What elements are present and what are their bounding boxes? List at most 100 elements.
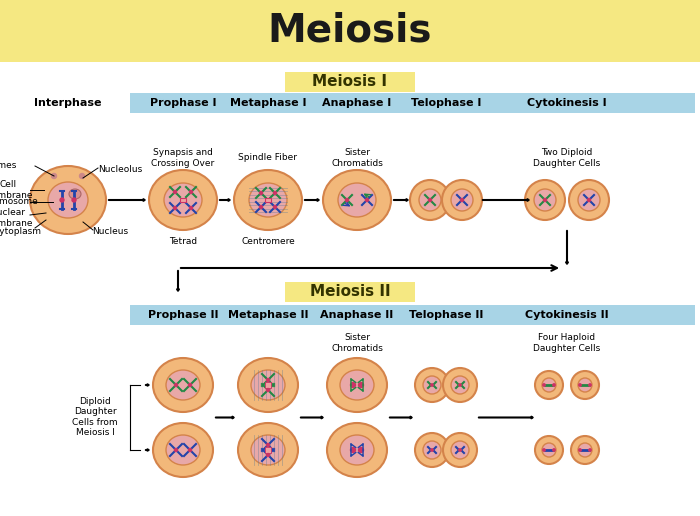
Ellipse shape <box>442 180 482 220</box>
Text: Telophase I: Telophase I <box>411 98 481 108</box>
Circle shape <box>553 384 555 386</box>
Ellipse shape <box>327 423 387 477</box>
Circle shape <box>72 198 76 202</box>
Ellipse shape <box>451 441 469 459</box>
Circle shape <box>461 199 463 202</box>
Bar <box>265 382 271 388</box>
Circle shape <box>430 449 433 451</box>
Circle shape <box>589 449 591 451</box>
Text: Meiosis I: Meiosis I <box>312 74 388 89</box>
Ellipse shape <box>535 371 563 399</box>
Ellipse shape <box>251 435 285 465</box>
Ellipse shape <box>419 189 441 211</box>
Ellipse shape <box>415 368 449 402</box>
Circle shape <box>260 191 262 195</box>
Circle shape <box>260 205 262 208</box>
Ellipse shape <box>166 370 200 400</box>
Ellipse shape <box>164 183 202 217</box>
Circle shape <box>190 190 193 194</box>
Ellipse shape <box>166 435 200 465</box>
Ellipse shape <box>30 166 106 234</box>
Ellipse shape <box>338 183 376 217</box>
Ellipse shape <box>578 378 592 392</box>
Text: Spindle Fiber: Spindle Fiber <box>239 153 298 163</box>
Circle shape <box>458 449 461 451</box>
Ellipse shape <box>149 170 217 230</box>
Text: Anaphase I: Anaphase I <box>323 98 391 108</box>
Bar <box>130 305 695 325</box>
Circle shape <box>542 449 545 451</box>
Text: Telophase II: Telophase II <box>409 310 483 320</box>
Ellipse shape <box>443 368 477 402</box>
Bar <box>265 447 271 453</box>
Bar <box>285 72 415 92</box>
Ellipse shape <box>327 358 387 412</box>
Circle shape <box>553 449 555 451</box>
Ellipse shape <box>48 182 88 218</box>
Circle shape <box>190 206 193 209</box>
Circle shape <box>174 206 176 209</box>
Text: Cytokinesis I: Cytokinesis I <box>527 98 607 108</box>
Text: Nuclear
Membrane: Nuclear Membrane <box>0 208 32 228</box>
Ellipse shape <box>542 378 556 392</box>
Ellipse shape <box>451 376 469 394</box>
Text: Anaphase II: Anaphase II <box>321 310 393 320</box>
Circle shape <box>430 384 433 386</box>
Circle shape <box>274 191 276 195</box>
Text: Meiosis: Meiosis <box>267 12 433 50</box>
Bar <box>0 0 700 62</box>
Circle shape <box>174 383 178 386</box>
Ellipse shape <box>535 436 563 464</box>
Ellipse shape <box>251 370 285 400</box>
Circle shape <box>351 447 356 453</box>
Circle shape <box>579 449 581 451</box>
Circle shape <box>174 190 176 194</box>
Circle shape <box>80 173 85 179</box>
Text: Nucleolus: Nucleolus <box>98 166 142 174</box>
Ellipse shape <box>69 189 81 199</box>
Ellipse shape <box>534 189 556 211</box>
Circle shape <box>587 199 591 202</box>
Ellipse shape <box>415 433 449 467</box>
Ellipse shape <box>153 423 213 477</box>
Ellipse shape <box>234 170 302 230</box>
Text: Centrosomes: Centrosomes <box>0 162 17 170</box>
Ellipse shape <box>340 435 374 465</box>
Ellipse shape <box>569 180 609 220</box>
Text: Nucleus: Nucleus <box>92 228 128 236</box>
Text: Interphase: Interphase <box>34 98 102 108</box>
Ellipse shape <box>451 189 473 211</box>
Ellipse shape <box>571 436 599 464</box>
Text: Prophase II: Prophase II <box>148 310 218 320</box>
Ellipse shape <box>410 180 450 220</box>
Bar <box>180 198 186 202</box>
Circle shape <box>428 199 431 202</box>
Circle shape <box>267 379 270 381</box>
Text: Diploid
Daughter
Cells from
Meiosis I: Diploid Daughter Cells from Meiosis I <box>72 397 118 437</box>
Text: Tetrad: Tetrad <box>169 237 197 247</box>
Text: Sister
Chromatids: Sister Chromatids <box>331 148 383 168</box>
Text: Cytoplasm: Cytoplasm <box>0 228 42 236</box>
Ellipse shape <box>578 443 592 457</box>
Text: Sister
Chromatids: Sister Chromatids <box>331 333 383 353</box>
Circle shape <box>579 384 581 386</box>
Text: Meiosis II: Meiosis II <box>309 284 391 299</box>
Text: Centromere: Centromere <box>241 237 295 247</box>
Ellipse shape <box>571 371 599 399</box>
Circle shape <box>346 199 349 202</box>
Ellipse shape <box>249 183 287 217</box>
Text: Prophase I: Prophase I <box>150 98 216 108</box>
Ellipse shape <box>238 423 298 477</box>
Circle shape <box>351 382 356 388</box>
Text: Synapsis and
Crossing Over: Synapsis and Crossing Over <box>151 148 215 168</box>
Ellipse shape <box>542 443 556 457</box>
Text: Cell
Membrane: Cell Membrane <box>0 180 32 200</box>
Circle shape <box>188 448 192 452</box>
Ellipse shape <box>578 189 600 211</box>
Circle shape <box>174 448 178 452</box>
Circle shape <box>267 454 270 457</box>
Circle shape <box>542 384 545 386</box>
Circle shape <box>60 198 64 202</box>
Text: Four Haploid
Daughter Cells: Four Haploid Daughter Cells <box>533 333 601 353</box>
Text: Chromosome: Chromosome <box>0 198 38 206</box>
